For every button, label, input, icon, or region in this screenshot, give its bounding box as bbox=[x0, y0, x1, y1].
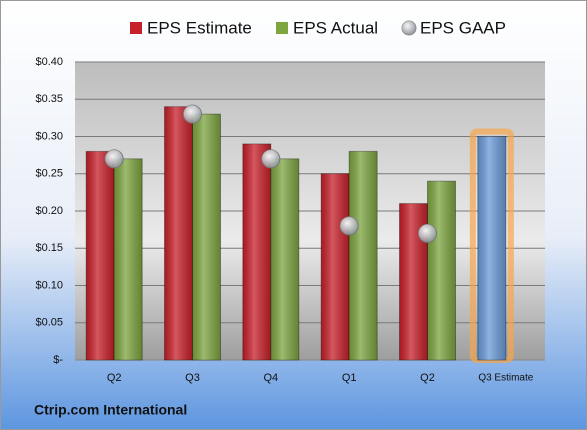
bar-shine bbox=[477, 136, 506, 360]
marker-shine bbox=[105, 149, 124, 168]
footer: Ctrip.com International bbox=[34, 402, 187, 418]
bar-shine bbox=[242, 143, 271, 360]
bar-shine bbox=[427, 181, 456, 360]
bar-shine bbox=[192, 114, 221, 361]
legend-label: EPS Actual bbox=[293, 18, 378, 37]
x-tick-label: Q4 bbox=[263, 372, 278, 384]
y-tick-label: $0.15 bbox=[35, 242, 63, 254]
y-tick-label: $0.05 bbox=[35, 317, 63, 329]
y-tick-label: $0.30 bbox=[35, 130, 63, 142]
bar-shine bbox=[321, 173, 350, 360]
marker-shine bbox=[340, 216, 359, 235]
bar-shine bbox=[349, 151, 378, 360]
legend-label: EPS GAAP bbox=[420, 18, 506, 37]
legend-marker-shine bbox=[402, 21, 416, 35]
legend-marker bbox=[276, 22, 288, 34]
x-tick-label: Q1 bbox=[342, 372, 357, 384]
x-tick-label: Q2 bbox=[107, 372, 122, 384]
y-tick-label: $- bbox=[53, 354, 63, 366]
legend-marker bbox=[130, 22, 142, 34]
marker-shine bbox=[261, 149, 280, 168]
bar-shine bbox=[86, 151, 115, 360]
bar-shine bbox=[270, 158, 299, 360]
x-tick-label: Q2 bbox=[420, 372, 435, 384]
y-tick-label: $0.40 bbox=[35, 56, 63, 68]
y-tick-label: $0.10 bbox=[35, 279, 63, 291]
y-tick-label: $0.35 bbox=[35, 93, 63, 105]
bar-shine bbox=[114, 158, 143, 360]
legend-label: EPS Estimate bbox=[147, 18, 252, 37]
marker-shine bbox=[418, 224, 437, 243]
x-tick-label: Q3 bbox=[185, 372, 200, 384]
bar-shine bbox=[164, 106, 193, 360]
marker-shine bbox=[183, 105, 202, 124]
y-tick-label: $0.25 bbox=[35, 168, 63, 180]
x-tick-label: Q3 Estimate bbox=[478, 373, 533, 384]
y-tick-label: $0.20 bbox=[35, 205, 63, 217]
